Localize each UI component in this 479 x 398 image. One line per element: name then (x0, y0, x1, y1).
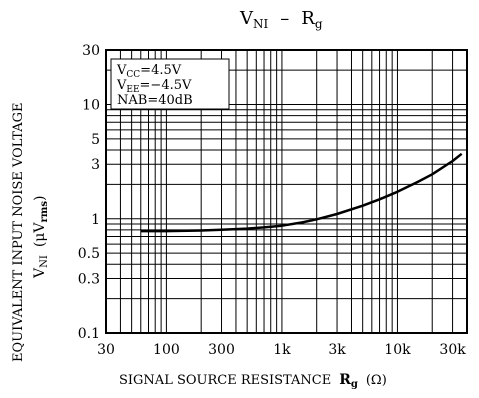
x-axis-label: SIGNAL SOURCE RESISTANCE Rg (Ω) (119, 372, 387, 390)
x-tick-label: 30k (439, 342, 466, 358)
tick-labels: 30 100 300 1k 3k 10k 30k 0.1 0.3 0.5 1 3 5 10 30 (78, 43, 466, 358)
y-axis-label-line2: VNI(μVrms) (32, 196, 50, 279)
y-tick-label: 5 (91, 132, 100, 148)
x-tick-label: 3k (328, 342, 346, 358)
x-tick-label: 300 (208, 342, 235, 358)
y-tick-label: 10 (82, 98, 100, 114)
y-tick-label: 0.3 (78, 271, 100, 287)
y-tick-label: 3 (91, 157, 100, 173)
annotation-nab: NAB=40dB (117, 93, 193, 108)
x-tick-label: 30 (97, 342, 115, 358)
y-tick-label: 0.1 (78, 326, 100, 342)
series-layer (140, 152, 463, 233)
y-tick-label: 1 (91, 212, 100, 228)
chart-title: VNI – Rg (239, 8, 323, 31)
annotation-vcc: VCC=4.5V (116, 63, 182, 80)
annotation-box (110, 58, 230, 110)
y-tick-label: 30 (82, 43, 100, 59)
y-axis-label-line1: EQUIVALENT INPUT NOISE VOLTAGE (11, 102, 26, 362)
annotation-vee: VEE=−4.5V (116, 78, 192, 95)
conditions-annotation: VCC=4.5V VEE=−4.5V NAB=40dB (110, 58, 230, 110)
x-tick-label: 1k (273, 342, 291, 358)
x-tick-label: 100 (153, 342, 180, 358)
noise-voltage-curve (140, 152, 463, 233)
y-tick-label: 0.5 (78, 246, 100, 262)
x-tick-label: 10k (384, 342, 411, 358)
plot-frame (105, 49, 468, 334)
